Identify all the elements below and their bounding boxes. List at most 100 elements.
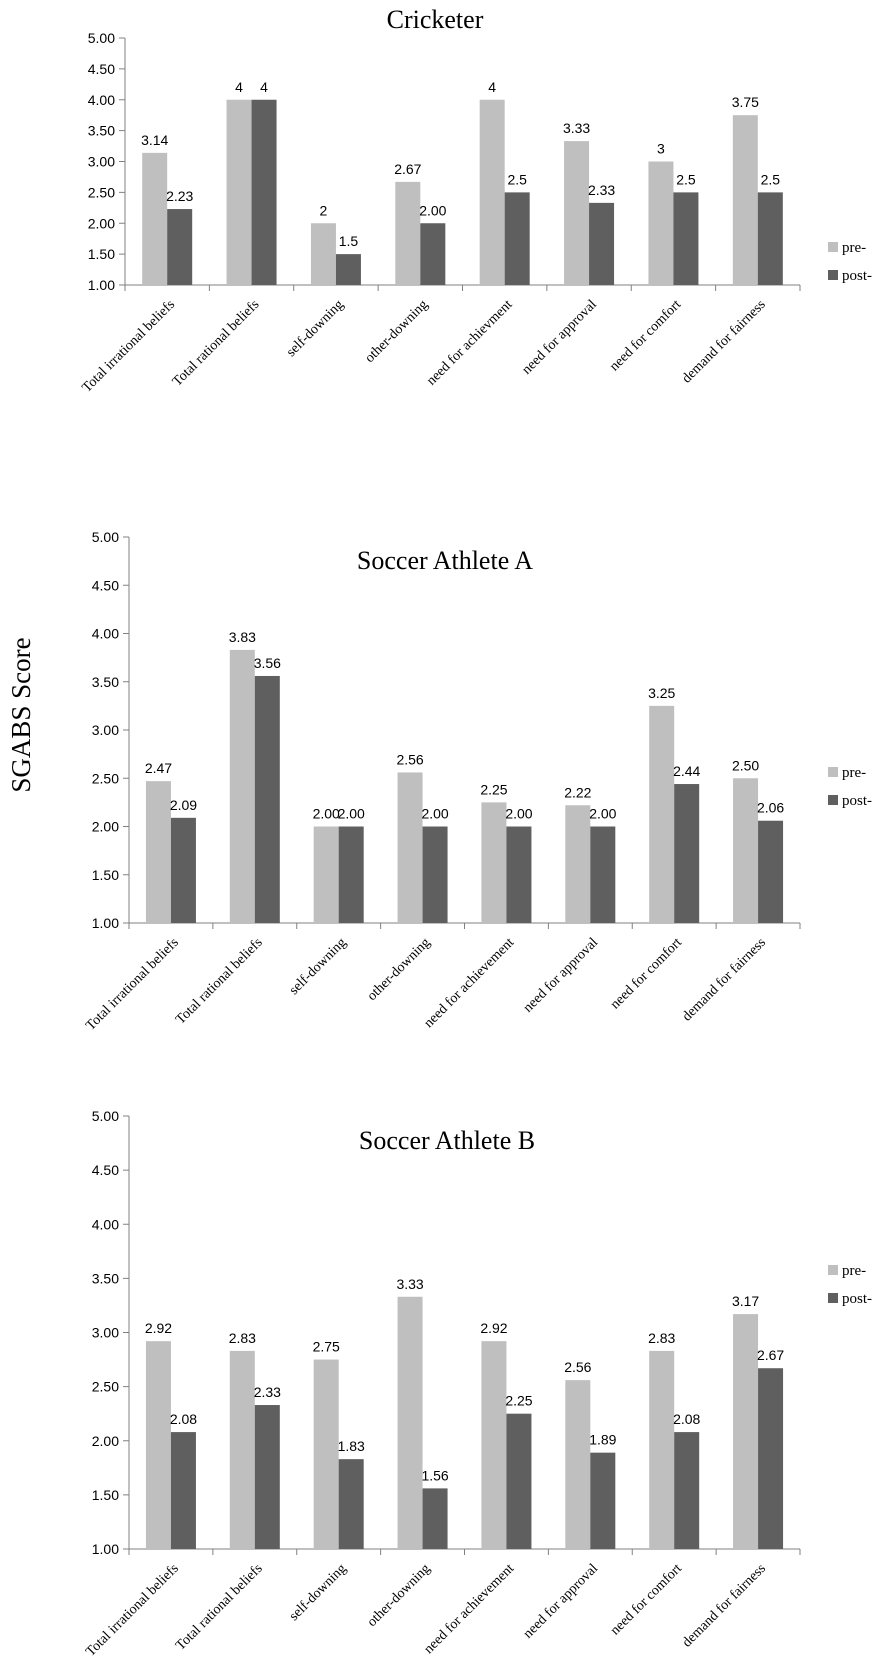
bar-post (170, 817, 196, 923)
data-label: 2.5 (507, 171, 527, 187)
data-label: 2.06 (757, 800, 784, 816)
data-label: 2.22 (564, 784, 591, 800)
y-tick-label: 2.00 (88, 215, 115, 231)
bar-post (590, 826, 616, 923)
bar-post (506, 1413, 532, 1549)
category-label: Total rational beliefs (173, 935, 265, 1027)
legend-label: pre- (842, 765, 866, 781)
bar-post (170, 1432, 196, 1549)
bar-pre (481, 1341, 507, 1549)
y-tick-label: 4.50 (88, 61, 115, 77)
category-label: need for achievment (424, 297, 515, 388)
category-label: demand for fairness (679, 297, 768, 386)
y-tick-label: 3.00 (88, 154, 115, 170)
data-label: 2.00 (313, 806, 340, 822)
legend-swatch-post (828, 270, 838, 280)
bar-pre (226, 99, 252, 285)
chart-panel: Soccer Athlete B 1.00 1.50 2.00 2.50 3.00 3.50… (83, 1108, 872, 1660)
bar-pre (310, 223, 336, 285)
data-label: 2.25 (505, 1393, 532, 1409)
bar-pre (649, 705, 675, 923)
y-tick-label: 1.00 (92, 1541, 119, 1557)
bar-pre (313, 826, 339, 923)
data-label: 2.00 (421, 806, 448, 822)
data-label: 3.17 (732, 1293, 759, 1309)
category-label: other-downing (365, 1561, 434, 1630)
bar-post (757, 192, 783, 285)
y-tick-label: 3.00 (92, 1325, 119, 1341)
bar-post (338, 1459, 364, 1549)
chart-title: Cricketer (387, 5, 484, 34)
category-label: other-downing (365, 935, 434, 1004)
bar-pre (145, 781, 171, 923)
y-tick-label: 2.50 (92, 1379, 119, 1395)
y-tick-label: 3.50 (88, 123, 115, 139)
y-tick-label: 5.00 (88, 30, 115, 46)
y-tick-label: 2.00 (92, 1433, 119, 1449)
bar-post (758, 820, 784, 923)
data-label: 2.00 (505, 806, 532, 822)
legend-label: post- (842, 793, 872, 809)
bar-post (422, 826, 448, 923)
data-label: 2.92 (145, 1320, 172, 1336)
bar-pre (564, 141, 590, 285)
legend-swatch-pre (828, 767, 838, 777)
chart-panel: Cricketer 1.00 1.50 2.00 2.50 3.00 3.50 4.00 4.5… (80, 5, 872, 396)
bar-pre (733, 1314, 759, 1549)
category-label: need for comfort (607, 297, 684, 374)
data-label: 2.50 (732, 757, 759, 773)
bar-post (589, 202, 615, 285)
y-tick-label: 4.00 (92, 626, 119, 642)
y-tick-label: 2.50 (88, 184, 115, 200)
bar-pre (649, 1350, 675, 1549)
data-label: 2.33 (254, 1384, 281, 1400)
bar-post (422, 1488, 448, 1549)
y-tick-label: 4.50 (92, 577, 119, 593)
bar-pre (565, 805, 591, 923)
data-label: 2.56 (396, 751, 423, 767)
data-label: 3.83 (229, 629, 256, 645)
data-label: 2.33 (588, 182, 615, 198)
y-axis-label: SGABS Score (6, 637, 36, 792)
data-label: 3.33 (563, 120, 590, 136)
category-label: demand for fairness (680, 935, 769, 1024)
data-label: 3.33 (396, 1276, 423, 1292)
bar-post (338, 826, 364, 923)
data-label: 3.14 (141, 132, 168, 148)
y-tick-label: 1.50 (88, 246, 115, 262)
bar-pre (648, 161, 674, 285)
legend-label: post- (842, 268, 872, 284)
data-label: 1.56 (421, 1467, 448, 1483)
category-label: other-downing (362, 297, 431, 366)
legend-swatch-post (828, 1293, 838, 1303)
y-tick-label: 5.00 (92, 1108, 119, 1124)
legend-swatch-post (828, 795, 838, 805)
data-label: 2.5 (761, 171, 781, 187)
bar-post (251, 99, 277, 285)
data-label: 4 (488, 79, 496, 95)
bar-pre (145, 1341, 171, 1549)
data-label: 2.56 (564, 1359, 591, 1375)
data-label: 2.67 (394, 161, 421, 177)
category-label: self-downing (284, 297, 347, 360)
bar-post (254, 675, 280, 923)
data-label: 3.25 (648, 685, 675, 701)
bar-post (335, 254, 361, 285)
bar-post (504, 192, 530, 285)
bar-pre (397, 772, 423, 923)
data-label: 1.89 (589, 1432, 616, 1448)
bar-pre (142, 152, 168, 285)
bar-pre (565, 1380, 591, 1549)
data-label: 2.67 (757, 1347, 784, 1363)
data-label: 3.56 (254, 655, 281, 671)
legend-swatch-pre (828, 242, 838, 252)
chart-title: Soccer Athlete B (359, 1126, 535, 1155)
category-label: self-downing (287, 1561, 350, 1624)
data-label: 2.08 (170, 1411, 197, 1427)
bar-post (167, 209, 193, 285)
category-label: self-downing (287, 935, 350, 998)
chart-title: Soccer Athlete A (357, 546, 533, 575)
data-label: 1.83 (338, 1438, 365, 1454)
bar-pre (229, 649, 255, 923)
